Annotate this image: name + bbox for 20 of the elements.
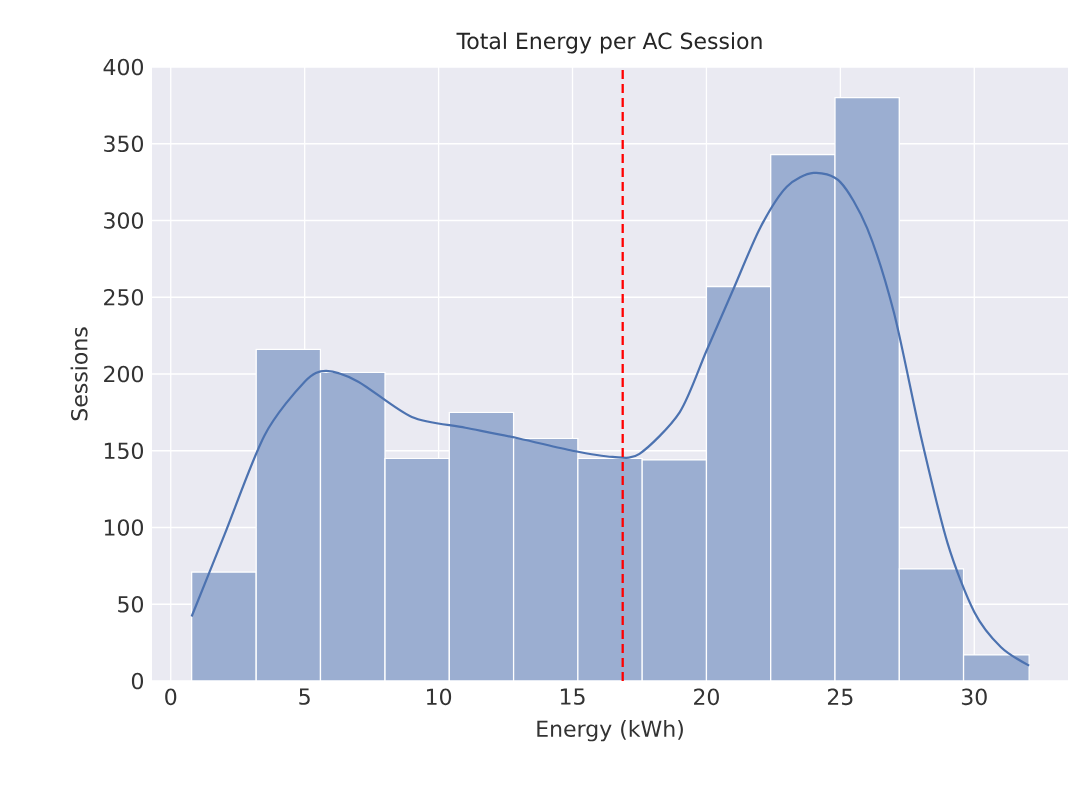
x-tick-label: 15 [560,688,585,705]
line-series [190,171,1031,667]
y-tick-label: 300 [104,212,143,229]
y-tick-label: 350 [104,135,143,153]
y-tick-label: 0 [131,672,144,690]
y-tick-label: 200 [104,365,143,383]
y-tick-label: 150 [104,442,143,460]
x-axis-title: Energy (kWh) [537,720,683,742]
y-tick-label: 250 [104,288,143,306]
x-tick-label: 5 [299,688,310,705]
y-tick-label: 100 [104,519,143,536]
x-tick-label: 20 [694,688,719,706]
y-tick-label: 400 [103,58,143,76]
x-tick-label: 25 [827,688,853,706]
y-tick-label: 50 [118,595,143,613]
x-tick-label: 10 [427,688,452,706]
y-axis-title: Sessions [70,327,88,421]
x-tick-label: 30 [961,688,987,706]
x-tick-label: 0 [165,688,177,706]
chart-title: Total Energy per AC Session [456,32,762,54]
